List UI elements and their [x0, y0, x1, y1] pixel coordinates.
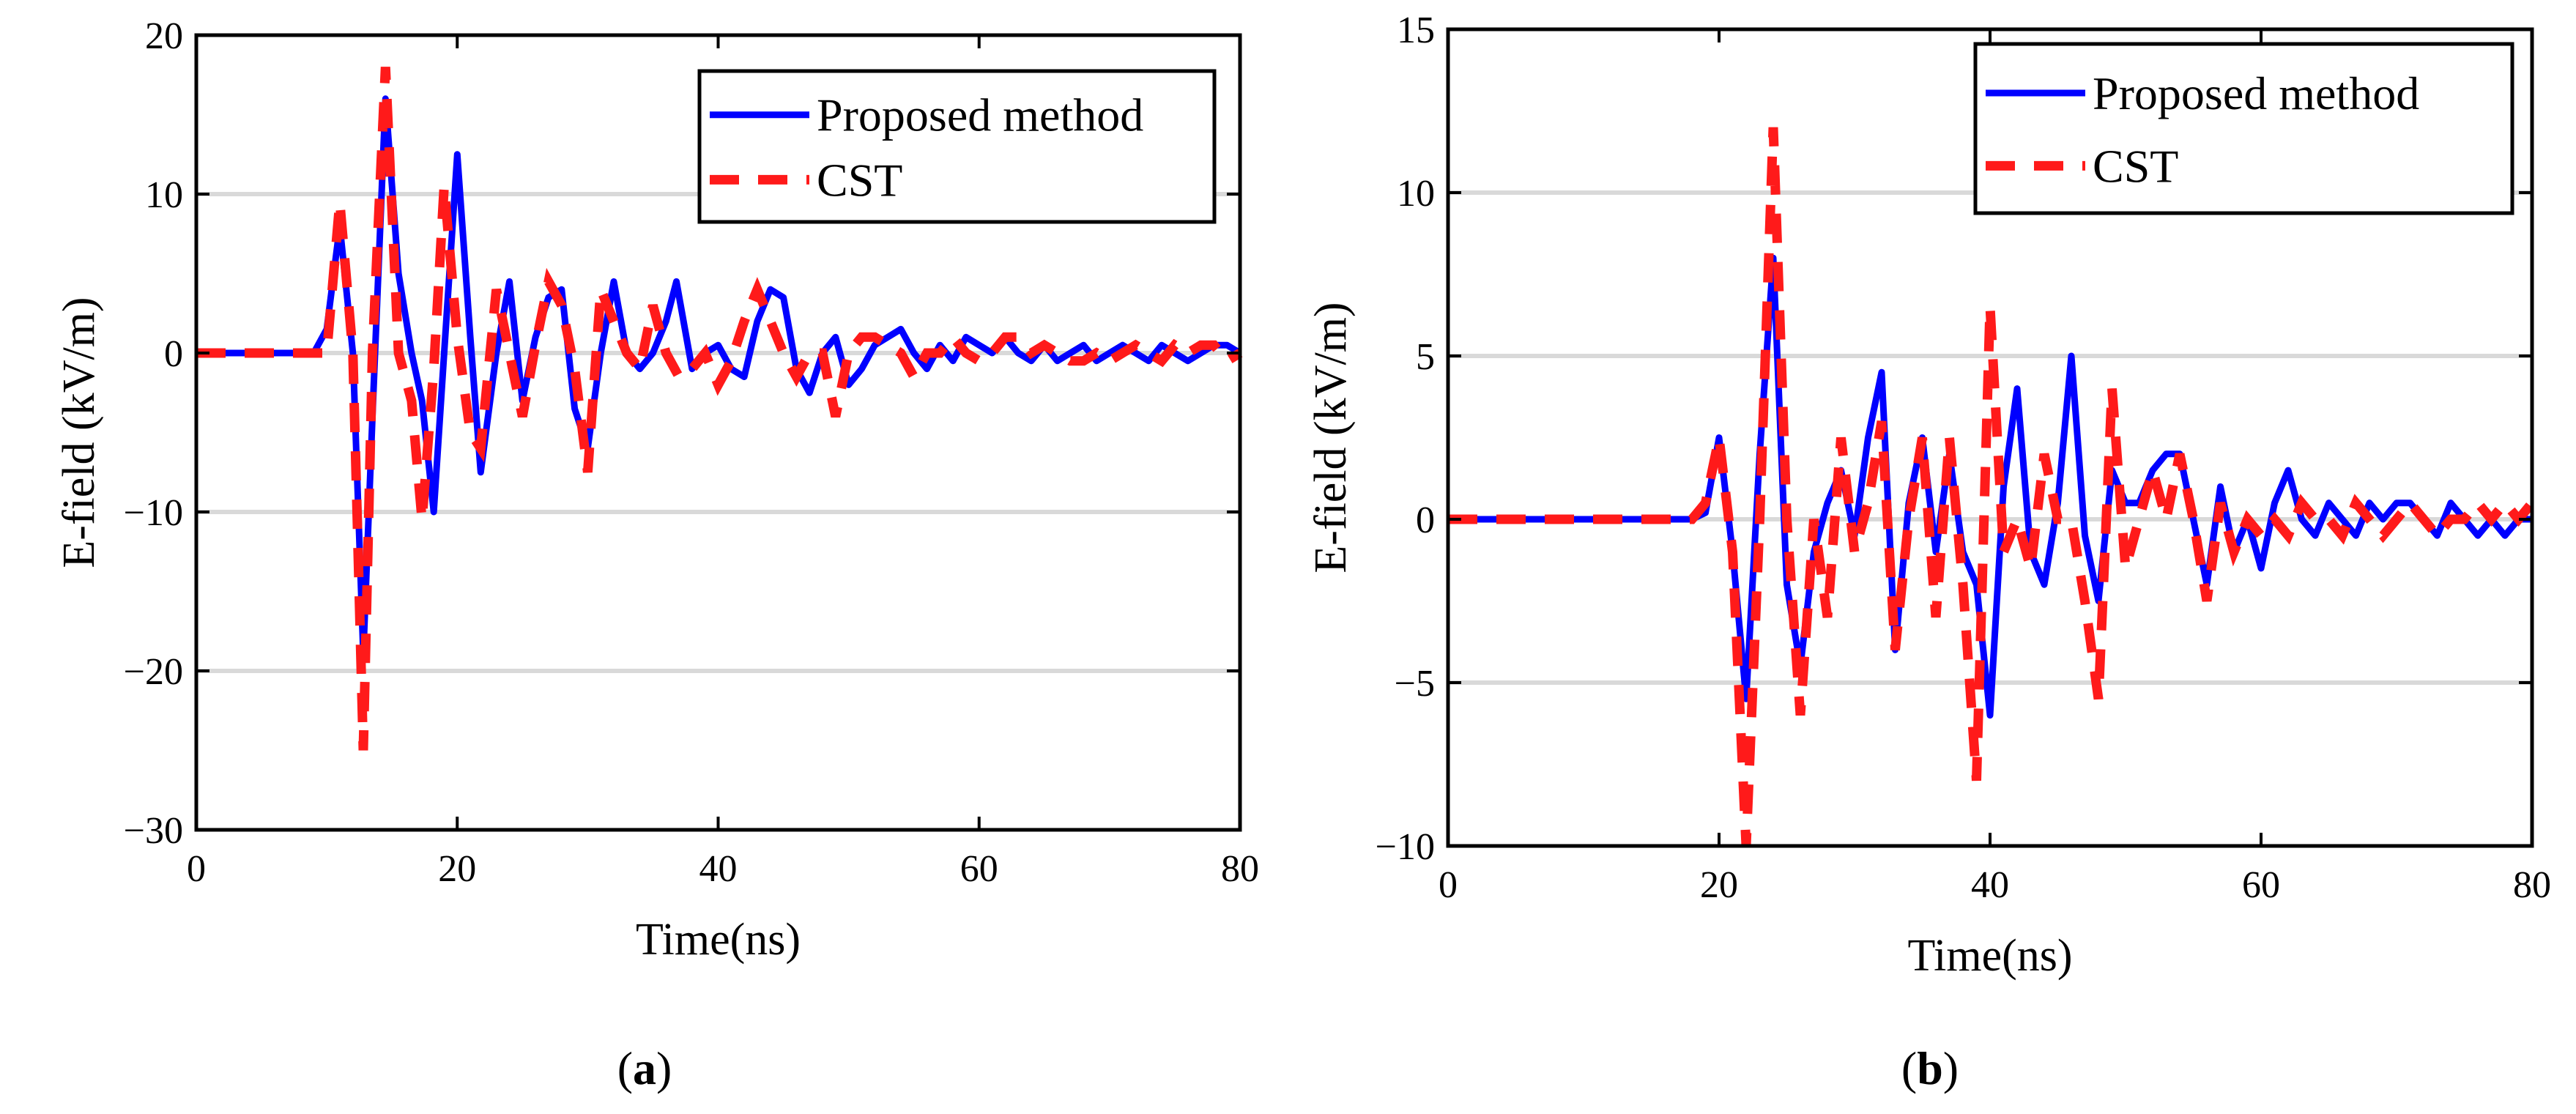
- x-tick-label-a-1: 20: [438, 848, 476, 890]
- y-tick-label-b-5: 15: [1397, 10, 1435, 51]
- y-tick-label-a-0: −30: [124, 810, 183, 852]
- panel-label-b: (b): [1901, 1042, 1959, 1094]
- series-line-cst-a: [196, 67, 1243, 751]
- x-tick-labels-a: 0 20 40 60 80: [187, 848, 1259, 890]
- x-tick-label-b-4: 80: [2513, 864, 2551, 906]
- x-tick-label-a-3: 60: [960, 848, 998, 890]
- series-layer-b: [1448, 127, 2536, 847]
- legend-label-cst-a: CST: [817, 154, 902, 206]
- panel-label-a: (a): [617, 1042, 672, 1094]
- x-tick-label-a-4: 80: [1221, 848, 1259, 890]
- series-line-proposed-a: [196, 95, 1242, 658]
- y-tick-label-a-2: −10: [124, 492, 183, 534]
- panel-letter-b: b: [1917, 1042, 1943, 1094]
- x-tick-label-a-0: 0: [187, 848, 206, 890]
- x-tick-label-a-2: 40: [699, 848, 738, 890]
- x-axis-title-a: Time(ns): [636, 915, 801, 965]
- y-axis-title-a: E-field (kV/m): [54, 297, 104, 568]
- x-tick-label-b-1: 20: [1700, 864, 1738, 906]
- y-tick-label-a-3: 0: [164, 333, 183, 375]
- axis-ticks-a: [195, 34, 1241, 831]
- y-tick-label-b-1: −5: [1395, 663, 1435, 705]
- legend-box-a: [697, 69, 1217, 224]
- series-layer-a: [196, 67, 1243, 751]
- x-tick-labels-b: 0 20 40 60 80: [1439, 864, 2551, 906]
- x-axis-title-b: Time(ns): [1907, 931, 2072, 981]
- legend-box-b: [1973, 42, 2514, 215]
- y-tick-labels-b: −10 −5 0 5 10 15: [1376, 10, 1435, 868]
- y-tick-label-a-1: −20: [124, 651, 183, 693]
- y-tick-label-a-4: 10: [145, 174, 183, 216]
- x-tick-label-b-2: 40: [1971, 864, 2009, 906]
- y-axis-title-b: E-field (kV/m): [1306, 302, 1356, 573]
- legend-label-proposed-a: Proposed method: [817, 89, 1143, 141]
- x-tick-label-b-0: 0: [1439, 864, 1458, 906]
- legend-label-proposed-b: Proposed method: [2093, 67, 2419, 119]
- chart-panel-a: 0 20 40 60 80 −30 −20 −10 0 10 20 Time(ns) E-fiel…: [54, 15, 1259, 1094]
- y-tick-label-b-2: 0: [1416, 500, 1435, 541]
- panel-letter-a: a: [633, 1042, 656, 1094]
- legend-b: Proposed method CST: [1973, 42, 2514, 215]
- y-tick-label-a-5: 20: [145, 15, 183, 57]
- x-tick-label-b-3: 60: [2242, 864, 2280, 906]
- axis-ticks-b: [1447, 28, 2534, 847]
- y-tick-label-b-0: −10: [1376, 826, 1435, 868]
- chart-panel-b: 0 20 40 60 80 −10 −5 0 5 10 15 Time(ns) E-field (…: [1306, 10, 2551, 1094]
- legend-label-cst-b: CST: [2093, 140, 2178, 192]
- legend-a: Proposed method CST: [697, 69, 1217, 224]
- series-line-cst-b: [1448, 127, 2536, 847]
- y-tick-label-b-4: 10: [1397, 173, 1435, 215]
- y-tick-label-b-3: 5: [1416, 336, 1435, 378]
- y-tick-labels-a: −30 −20 −10 0 10 20: [124, 15, 183, 852]
